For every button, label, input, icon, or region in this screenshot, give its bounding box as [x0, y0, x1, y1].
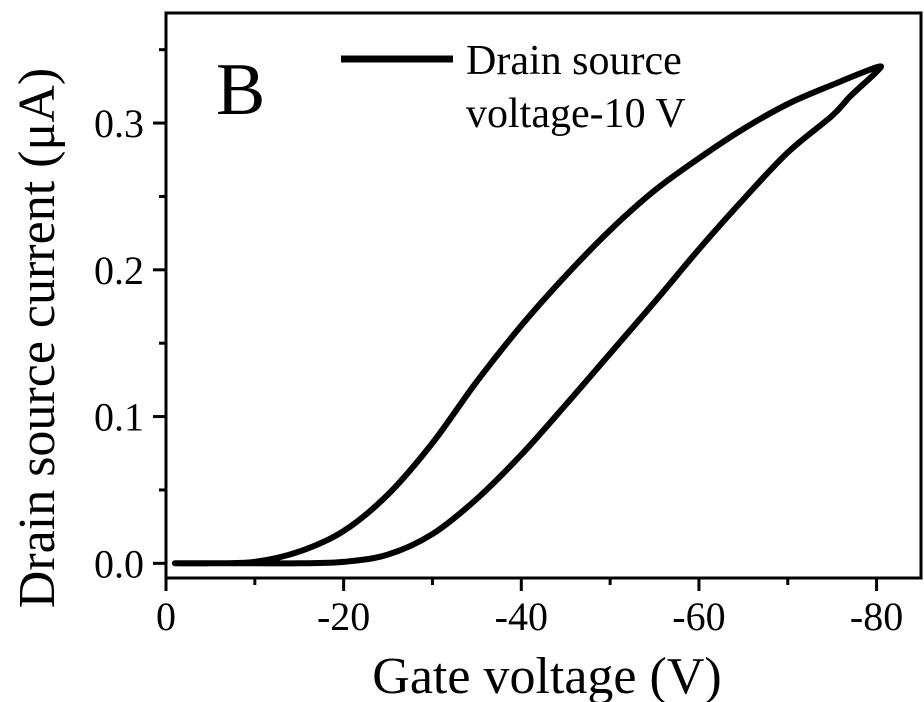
panel-label: B — [216, 49, 265, 131]
x-tick-label: -20 — [317, 594, 370, 639]
x-tick-label: -40 — [495, 594, 548, 639]
ticks: 0 -20 -40 -60 -80 0.0 0.1 0.2 0.3 — [94, 48, 903, 639]
y-tick-label: 0.1 — [94, 395, 144, 440]
plot-frame — [164, 11, 923, 580]
axes — [164, 11, 923, 580]
legend-label-line2: voltage-10 V — [466, 91, 686, 137]
y-tick-label: 0.3 — [94, 101, 144, 146]
y-axis-title: Drain source current (μA) — [9, 68, 66, 608]
series-line — [171, 63, 885, 567]
legend-label-line1: Drain source — [466, 38, 682, 84]
x-tick-label: -60 — [672, 594, 725, 639]
y-tick-label: 0.2 — [94, 248, 144, 293]
y-tick-label: 0.0 — [94, 541, 144, 586]
x-tick-label: 0 — [156, 594, 176, 639]
series-group — [171, 63, 885, 567]
x-tick-label: -80 — [850, 594, 903, 639]
x-axis-title: Gate voltage (V) — [372, 648, 721, 702]
